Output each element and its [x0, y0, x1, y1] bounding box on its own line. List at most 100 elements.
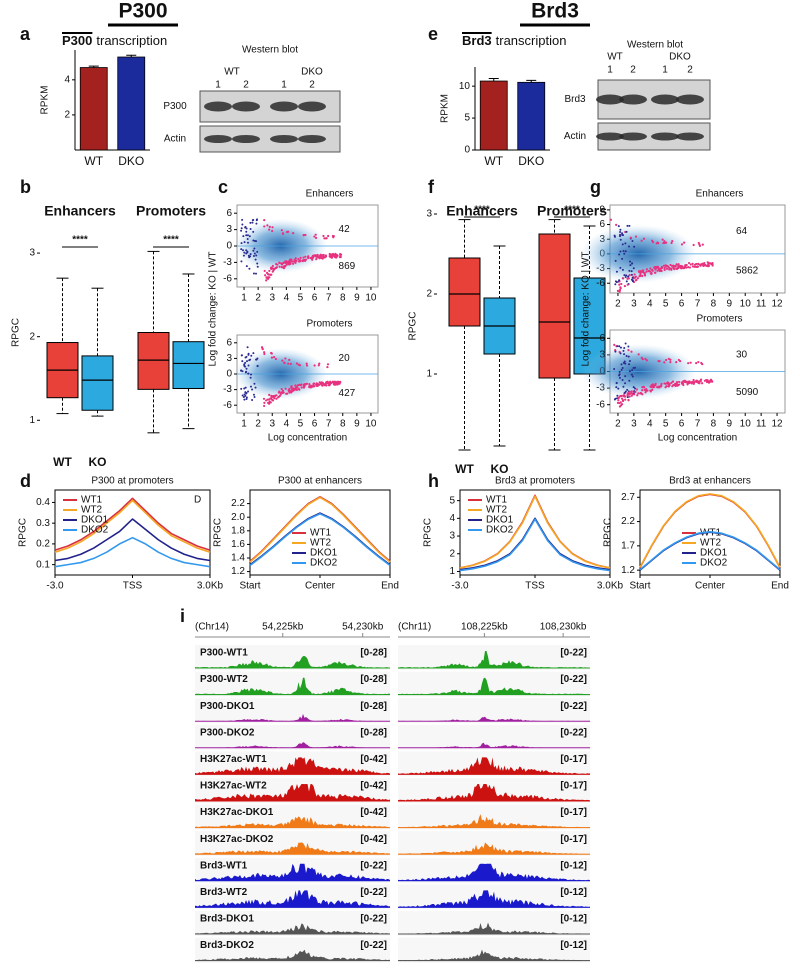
decor-point — [615, 386, 618, 389]
decor-point — [623, 391, 626, 394]
decor-point — [265, 276, 268, 279]
legend-label: WT1 — [81, 495, 103, 506]
decor-point — [614, 349, 617, 352]
decor-point — [624, 398, 627, 401]
x-tick-label: 8 — [340, 419, 346, 430]
decor-point — [678, 383, 681, 386]
decor-point — [247, 390, 250, 393]
blot-band — [651, 94, 679, 105]
track-range: [0-12] — [560, 914, 587, 925]
decor-point — [673, 384, 677, 387]
profile-line — [459, 495, 611, 569]
x-tick-label: 10 — [365, 419, 377, 430]
decor-point — [622, 394, 625, 397]
decor-point — [315, 258, 318, 261]
decor-point — [628, 224, 631, 227]
decor-point — [302, 256, 305, 259]
decor-point — [626, 283, 629, 286]
decor-point — [645, 268, 648, 271]
decor-point — [619, 250, 622, 253]
decor-point — [241, 223, 244, 226]
decor-point — [669, 358, 672, 361]
track-label: Brd3-DKO2 — [200, 940, 254, 951]
decor-point — [263, 269, 266, 273]
decor-point — [277, 395, 281, 398]
decor-point — [271, 229, 274, 233]
x-tick-label: 10 — [365, 293, 377, 304]
decor-point — [654, 266, 657, 269]
y-tick-label: 1.2 — [621, 565, 635, 576]
decor-point — [284, 264, 287, 268]
decor-point — [618, 376, 621, 379]
title-text: transcription — [96, 33, 167, 48]
decor-point — [273, 267, 276, 271]
y-tick-label: 6 — [226, 337, 232, 348]
x-tick-label: 9 — [354, 293, 360, 304]
decor-point — [625, 230, 628, 233]
x-tick-label: 3 — [631, 419, 637, 430]
decor-point — [632, 386, 635, 389]
decor-point — [272, 394, 275, 398]
x-tick-label: End — [771, 581, 789, 592]
decor-point — [660, 385, 663, 388]
decor-point — [330, 253, 333, 256]
decor-point — [268, 228, 271, 231]
track-range: [0-22] — [560, 648, 587, 659]
decor-point — [253, 239, 256, 242]
position-label: 54,230kb — [342, 622, 384, 633]
panel-letter: e — [428, 24, 438, 44]
decor-point — [271, 226, 274, 229]
decor-point — [623, 252, 626, 255]
decor-point — [290, 391, 293, 394]
blot-row-label: P300 — [163, 101, 187, 112]
track-range: [0-17] — [560, 781, 587, 792]
decor-point — [645, 387, 648, 391]
decor-point — [621, 257, 624, 260]
chart-title: Brd3 transcription — [462, 33, 566, 48]
decor-point — [627, 398, 630, 402]
decor-point — [305, 362, 308, 365]
decor-point — [267, 273, 270, 276]
decor-point — [631, 239, 634, 242]
x-tick-label: 1 — [241, 419, 247, 430]
decor-point — [687, 380, 690, 383]
x-tick-label: WT — [484, 154, 503, 168]
decor-point — [263, 352, 266, 356]
category-label: KO — [491, 462, 509, 476]
decor-point — [240, 242, 243, 245]
decor-point — [285, 392, 288, 395]
decor-point — [709, 380, 712, 383]
decor-point — [294, 261, 297, 264]
x-tick-label: Center — [695, 581, 726, 592]
decor-point — [679, 267, 683, 270]
x-tick-label: 6 — [312, 419, 318, 430]
decor-point — [643, 271, 646, 275]
decor-point — [697, 360, 700, 364]
x-tick-label: 6 — [679, 299, 685, 310]
decor-point — [621, 367, 624, 370]
decor-point — [246, 346, 249, 349]
position-label: 54,225kb — [262, 622, 304, 633]
decor-point — [629, 264, 632, 267]
decor-point — [670, 268, 673, 271]
decor-point — [312, 382, 315, 385]
decor-point — [668, 268, 671, 271]
decor-point — [618, 345, 621, 348]
blot-group: WT — [224, 67, 240, 78]
decor-point — [268, 393, 271, 396]
y-axis-label: Log fold change: KO | WT — [581, 252, 592, 367]
decor-point — [665, 265, 668, 268]
blot-band — [596, 132, 624, 141]
count-down: 5090 — [736, 387, 759, 398]
decor-point — [621, 378, 624, 381]
decor-point — [689, 361, 692, 364]
decor-point — [624, 242, 627, 245]
decor-point — [316, 255, 319, 259]
bar — [517, 81, 546, 151]
x-tick-label: Center — [305, 581, 336, 592]
decor-point — [638, 274, 641, 278]
decor-point — [271, 267, 274, 270]
decor-point — [322, 253, 325, 257]
y-tick-label: 3 — [449, 531, 455, 542]
decor-point — [632, 267, 635, 270]
